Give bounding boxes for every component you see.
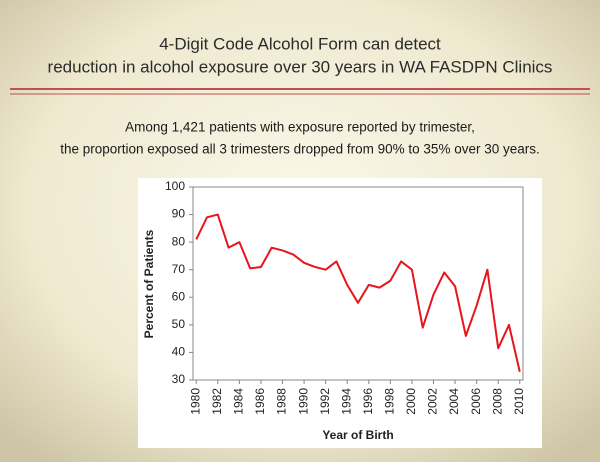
y-tick-label: 100 — [165, 179, 185, 193]
data-line — [195, 213, 521, 372]
x-tick-label: 2010 — [512, 388, 526, 415]
x-tick-label: 1988 — [275, 388, 289, 415]
title-line: reduction in alcohol exposure over 30 ye… — [48, 57, 553, 76]
y-tick-label: 30 — [172, 372, 186, 386]
x-tick-label: 2002 — [426, 388, 440, 415]
x-tick-label: 1994 — [339, 388, 353, 415]
subtitle-line: Among 1,421 patients with exposure repor… — [125, 120, 475, 135]
x-tick-label: 1996 — [361, 388, 375, 415]
x-tick-label: 1998 — [383, 388, 397, 415]
x-tick-label: 1982 — [210, 388, 224, 415]
x-axis-label: Year of Birth — [322, 428, 393, 442]
y-tick-label: 90 — [172, 207, 186, 221]
x-tick-label: 2004 — [447, 388, 461, 415]
x-tick-label: 2000 — [404, 388, 418, 415]
y-tick-label: 70 — [172, 262, 186, 276]
plot-frame — [192, 186, 524, 381]
title-line: 4-Digit Code Alcohol Form can detect — [159, 34, 441, 53]
y-tick-label: 60 — [172, 289, 186, 303]
y-tick-label: 40 — [172, 345, 186, 359]
x-tick-label: 1990 — [296, 388, 310, 415]
subtitle-line: the proportion exposed all 3 trimesters … — [60, 142, 540, 157]
x-tick-label: 1984 — [232, 388, 246, 415]
x-tick-label: 1986 — [253, 388, 267, 415]
y-tick-label: 50 — [172, 317, 186, 331]
x-tick-label: 1980 — [188, 388, 202, 415]
y-tick-label: 80 — [172, 234, 186, 248]
x-tick-label: 1992 — [318, 388, 332, 415]
x-tick-label: 2006 — [469, 388, 483, 415]
x-tick-label: 2008 — [490, 388, 504, 415]
y-axis-label: Percent of Patients — [142, 229, 156, 338]
